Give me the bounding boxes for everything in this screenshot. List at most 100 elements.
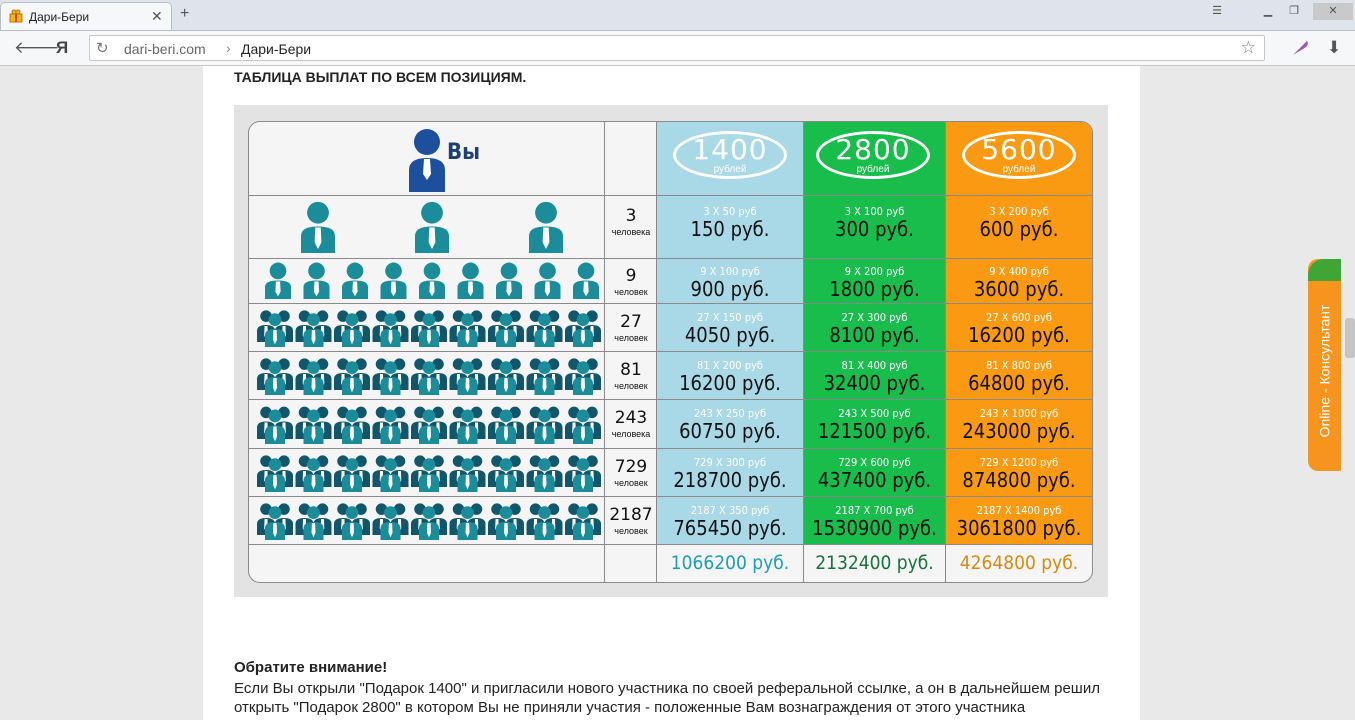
payout-formula: 3 Х 200 руб [989, 205, 1049, 219]
payout-sum: 60750 руб. [679, 418, 781, 443]
person-icon [419, 458, 439, 492]
payout-sum: 1800 руб. [829, 277, 920, 302]
payout-formula: 81 Х 200 руб [697, 358, 763, 372]
person-icon [419, 409, 439, 444]
grid-line [249, 448, 1092, 449]
payout-sum: 64800 руб. [968, 370, 1070, 395]
person-icon [573, 262, 599, 299]
person-icon [342, 506, 362, 540]
person-icon [573, 458, 593, 492]
plan-unit: рублей [1002, 164, 1036, 175]
payout-formula: 9 Х 400 руб [989, 265, 1049, 279]
grid-line [249, 544, 1092, 545]
plan-badge-1400: 1400 рублей [673, 131, 787, 179]
person-icon [457, 361, 478, 395]
payout-formula: 729 Х 300 руб [693, 455, 767, 469]
reload-icon[interactable]: ↻ [96, 40, 109, 57]
payout-sum: 437400 руб. [817, 467, 932, 492]
person-icon [265, 361, 285, 395]
person-icon [342, 361, 362, 395]
back-arrow-icon[interactable]: 🡐 [14, 38, 60, 57]
payout-formula: 9 Х 100 руб [700, 265, 760, 279]
scrollbar-thumb[interactable] [1345, 318, 1355, 358]
payout-sum: 1530900 руб. [812, 515, 937, 540]
grid-line [249, 303, 1092, 304]
plan-unit: рублей [856, 164, 890, 175]
person-icon [573, 313, 593, 347]
total-2800: 2132400 руб. [815, 552, 934, 574]
person-icon [457, 313, 478, 347]
person-icon [457, 409, 478, 444]
page-heading: ТАБЛИЦА ВЫПЛАТ ПО ВСЕМ ПОЗИЦИЯМ. [234, 69, 527, 85]
person-icon [265, 313, 285, 347]
participant-label: человек [614, 380, 648, 391]
person-icon [303, 458, 324, 492]
person-icon [380, 262, 407, 299]
person-icon [419, 361, 439, 395]
payout-formula: 2187 Х 1400 руб [976, 503, 1062, 517]
minimize-icon[interactable]: ▁ [1263, 5, 1273, 17]
people-group-icon [257, 406, 601, 444]
plus-icon[interactable]: + [180, 5, 190, 22]
person-icon [457, 506, 478, 540]
person-icon [380, 409, 401, 444]
browser-tab[interactable]: Дари-Бери ✕ [0, 2, 172, 30]
payout-formula: 3 Х 100 руб [844, 205, 905, 219]
person-icon [303, 506, 324, 540]
column-2800 [804, 122, 945, 544]
payout-sum: 300 руб. [835, 217, 914, 242]
person-icon [534, 262, 561, 299]
payout-sum: 16200 руб. [968, 322, 1070, 347]
people-group-icon [257, 503, 601, 540]
grid-line [249, 496, 1092, 497]
person-icon [534, 361, 555, 395]
person-icon [415, 201, 449, 253]
participant-count: 2187 [609, 504, 653, 525]
person-icon [496, 506, 516, 540]
payout-formula: 27 Х 150 руб [697, 310, 763, 324]
person-icon [419, 506, 439, 540]
note-title: Обратите внимание! [234, 659, 388, 676]
person-icon [529, 201, 563, 253]
close-tab-icon[interactable]: ✕ [151, 8, 163, 24]
person-icon [265, 458, 285, 492]
payout-formula: 9 Х 200 руб [844, 265, 905, 279]
grid-line [803, 122, 804, 582]
payout-formula: 2187 Х 350 руб [690, 503, 770, 517]
payout-formula: 243 Х 1000 руб [979, 406, 1059, 420]
person-icon [534, 458, 555, 492]
person-icon [419, 313, 439, 347]
restore-icon[interactable]: ❐ [1289, 5, 1299, 17]
participant-count: 81 [620, 359, 642, 380]
people-group-icon [265, 262, 599, 299]
person-icon [342, 313, 362, 347]
online-consultant-tab[interactable]: Online - Консультант [1308, 259, 1341, 471]
download-icon[interactable]: ⬇ [1327, 38, 1342, 57]
person-icon [303, 409, 324, 444]
plan-badge-2800: 2800 рублей [816, 131, 930, 179]
payout-sum: 874800 руб. [962, 467, 1076, 492]
address-bar[interactable]: ↻ dari-beri.com › Дари-Бери ☆ [89, 35, 1265, 61]
person-icon [380, 458, 401, 492]
person-icon [534, 313, 555, 347]
grid-line [945, 122, 946, 582]
you-label: Вы [447, 140, 480, 165]
person-icon [573, 506, 593, 540]
tab-title: Дари-Бери [29, 10, 90, 24]
participant-count: 243 [614, 407, 648, 428]
plan-amount: 5600 [981, 133, 1057, 166]
payout-sum: 150 руб. [690, 217, 770, 242]
payout-table: Вы 1400 рублей 2800 рублей 5600 рублей 3… [248, 121, 1093, 583]
menu-icon[interactable]: ☰ [1212, 5, 1222, 17]
yandex-logo[interactable]: Я [56, 38, 69, 57]
leaf-icon [1308, 259, 1341, 281]
feather-icon[interactable] [1291, 39, 1311, 57]
person-icon [301, 201, 335, 253]
gift-favicon-icon [9, 9, 23, 23]
person-icon [496, 458, 516, 492]
participant-count: 27 [620, 311, 642, 332]
bookmark-star-icon[interactable]: ☆ [1240, 38, 1256, 57]
person-icon [342, 458, 362, 492]
grid-line [249, 258, 1092, 259]
close-window-icon[interactable]: ✕ [1313, 3, 1353, 20]
